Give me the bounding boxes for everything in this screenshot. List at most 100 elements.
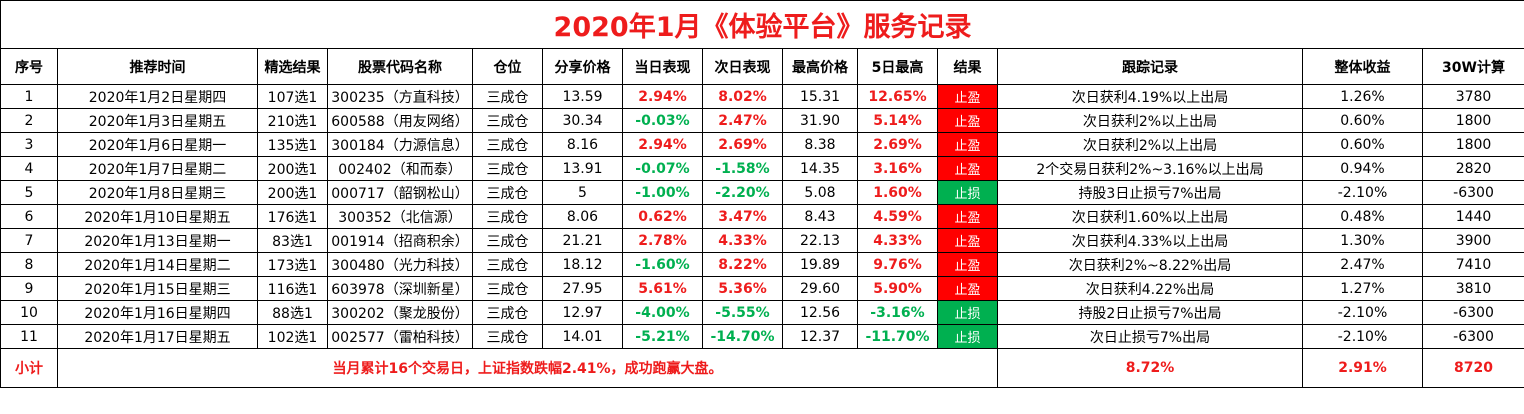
- cell-30w-calc: 2820: [1421, 156, 1524, 181]
- cell-pick: 102选1: [257, 324, 328, 349]
- table-row: 6 2020年1月10日星期五 176选1 300352（北信源） 三成仓 8.06 0.6…: [0, 204, 1524, 229]
- cell-overall-gain: 1.30%: [1302, 228, 1423, 253]
- cell-overall-gain: 0.94%: [1302, 156, 1423, 181]
- cell-5day-high: 4.33%: [857, 228, 938, 253]
- cell-next-day-performance: 4.33%: [702, 228, 783, 253]
- table-row: 8 2020年1月14日星期二 173选1 300480（光力科技） 三成仓 18.12-…: [0, 252, 1524, 277]
- cell-day-performance: 2.78%: [622, 228, 703, 253]
- cell-date: 2020年1月7日星期二: [57, 156, 258, 181]
- cell-next-day-performance: 2.69%: [702, 132, 783, 157]
- cell-index: 3: [0, 132, 58, 157]
- cell-stock: 002577（雷柏科技）: [327, 324, 473, 349]
- cell-day-performance: -5.21%: [622, 324, 703, 349]
- header-tracking: 跟踪记录: [997, 48, 1303, 85]
- cell-stock: 300480（光力科技）: [327, 252, 473, 277]
- cell-pick: 173选1: [257, 252, 328, 277]
- cell-index: 11: [0, 324, 58, 349]
- cell-index: 4: [0, 156, 58, 181]
- cell-high-price: 5.08: [782, 180, 858, 205]
- cell-tracking: 次日获利4.19%以上出局: [997, 84, 1303, 109]
- cell-price: 5: [542, 180, 623, 205]
- cell-index: 10: [0, 300, 58, 325]
- cell-high-price: 14.35: [782, 156, 858, 181]
- cell-day-performance: 0.62%: [622, 204, 703, 229]
- cell-5day-high: 3.16%: [857, 156, 938, 181]
- cell-30w-calc: 3780: [1421, 84, 1524, 109]
- cell-result: 止盈: [937, 84, 998, 109]
- cell-stock: 001914（招商积余）: [327, 228, 473, 253]
- table-row: 11 2020年1月17日星期五 102选1 002577（雷柏科技） 三成仓 14.01…: [0, 324, 1524, 349]
- cell-price: 12.97: [542, 300, 623, 325]
- cell-stock: 300235（方直科技）: [327, 84, 473, 109]
- cell-5day-high: 5.14%: [857, 108, 938, 133]
- summary-calc-total: 8720: [1421, 348, 1524, 388]
- table-row: 2 2020年1月3日星期五 210选1 600588（用友网络） 三成仓 30.34 -0…: [0, 108, 1524, 133]
- cell-high-price: 19.89: [782, 252, 858, 277]
- cell-30w-calc: -6300: [1421, 180, 1524, 205]
- header-day-performance: 当日表现: [622, 48, 703, 85]
- cell-tracking: 次日获利1.60%以上出局: [997, 204, 1303, 229]
- table-row: 7 2020年1月13日星期一 83选1 001914（招商积余） 三成仓 21.21 2.…: [0, 228, 1524, 253]
- cell-stock: 300202（聚龙股份）: [327, 300, 473, 325]
- cell-price: 8.16: [542, 132, 623, 157]
- cell-next-day-performance: 5.36%: [702, 276, 783, 301]
- header-next-day-performance: 次日表现: [702, 48, 783, 85]
- cell-position: 三成仓: [472, 84, 543, 109]
- cell-tracking: 次日获利4.22%出局: [997, 276, 1303, 301]
- cell-result: 止盈: [937, 228, 998, 253]
- cell-overall-gain: 0.48%: [1302, 204, 1423, 229]
- cell-result: 止盈: [937, 276, 998, 301]
- cell-5day-high: 9.76%: [857, 252, 938, 277]
- cell-position: 三成仓: [472, 180, 543, 205]
- cell-price: 18.12: [542, 252, 623, 277]
- cell-pick: 200选1: [257, 180, 328, 205]
- cell-stock: 300184（力源信息）: [327, 132, 473, 157]
- cell-price: 30.34: [542, 108, 623, 133]
- cell-overall-gain: -2.10%: [1302, 300, 1423, 325]
- cell-date: 2020年1月2日星期四: [57, 84, 258, 109]
- cell-pick: 88选1: [257, 300, 328, 325]
- cell-tracking: 次日获利4.33%以上出局: [997, 228, 1303, 253]
- cell-pick: 135选1: [257, 132, 328, 157]
- cell-stock: 300352（北信源）: [327, 204, 473, 229]
- cell-date: 2020年1月10日星期五: [57, 204, 258, 229]
- cell-index: 8: [0, 252, 58, 277]
- cell-overall-gain: 1.27%: [1302, 276, 1423, 301]
- cell-position: 三成仓: [472, 228, 543, 253]
- cell-next-day-performance: -14.70%: [702, 324, 783, 349]
- cell-high-price: 12.56: [782, 300, 858, 325]
- cell-position: 三成仓: [472, 252, 543, 277]
- cell-day-performance: 2.94%: [622, 132, 703, 157]
- cell-day-performance: -1.00%: [622, 180, 703, 205]
- header-5day-high: 5日最高: [857, 48, 938, 85]
- cell-position: 三成仓: [472, 132, 543, 157]
- cell-30w-calc: -6300: [1421, 300, 1524, 325]
- cell-position: 三成仓: [472, 204, 543, 229]
- record-table: 2020年1月《体验平台》服务记录 序号 推荐时间 精选结果 股票代码名称 仓位…: [0, 0, 1524, 388]
- cell-result: 止损: [937, 324, 998, 349]
- cell-next-day-performance: 3.47%: [702, 204, 783, 229]
- sheet-title: 2020年1月《体验平台》服务记录: [0, 0, 1524, 49]
- cell-position: 三成仓: [472, 324, 543, 349]
- cell-price: 8.06: [542, 204, 623, 229]
- cell-high-price: 8.43: [782, 204, 858, 229]
- cell-next-day-performance: 2.47%: [702, 108, 783, 133]
- cell-30w-calc: 3900: [1421, 228, 1524, 253]
- header-30w-calc: 30W计算: [1421, 48, 1524, 85]
- cell-high-price: 31.90: [782, 108, 858, 133]
- cell-stock: 603978（深圳新星）: [327, 276, 473, 301]
- summary-note: 当月累计16个交易日，上证指数跌幅2.41%，成功跑赢大盘。: [57, 348, 998, 388]
- cell-date: 2020年1月6日星期一: [57, 132, 258, 157]
- cell-price: 27.95: [542, 276, 623, 301]
- cell-result: 止盈: [937, 132, 998, 157]
- cell-index: 5: [0, 180, 58, 205]
- cell-high-price: 15.31: [782, 84, 858, 109]
- cell-pick: 200选1: [257, 156, 328, 181]
- cell-30w-calc: 1800: [1421, 132, 1524, 157]
- cell-day-performance: -0.07%: [622, 156, 703, 181]
- cell-date: 2020年1月3日星期五: [57, 108, 258, 133]
- table-row: 3 2020年1月6日星期一 135选1 300184（力源信息） 三成仓 8.16 2.9…: [0, 132, 1524, 157]
- cell-price: 13.91: [542, 156, 623, 181]
- cell-5day-high: -11.70%: [857, 324, 938, 349]
